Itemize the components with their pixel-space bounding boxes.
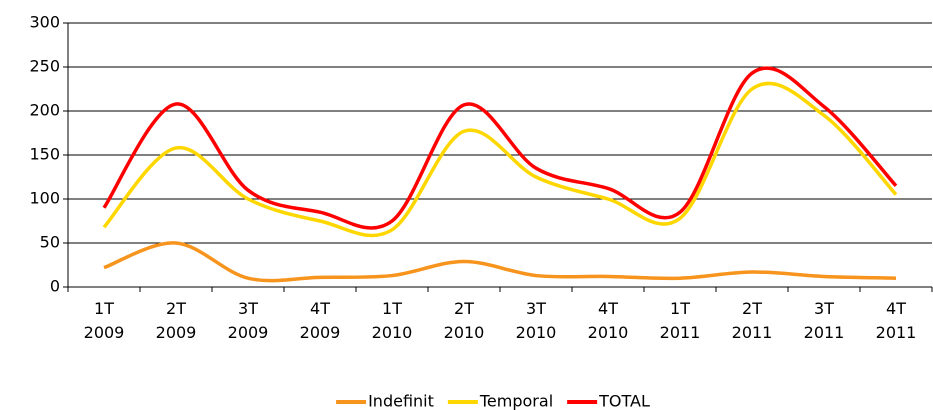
x-tick-label: 1T 2010 [372, 299, 413, 342]
x-tick-label: 3T 2010 [516, 299, 557, 342]
x-tick-label: 1T 2011 [660, 299, 701, 342]
legend-label: Indefinit [368, 392, 434, 410]
x-tick-label: 2T 2010 [444, 299, 485, 342]
x-tick-label: 1T 2009 [84, 299, 125, 342]
y-tick-label: 250 [29, 57, 60, 76]
x-tick-label: 4T 2011 [876, 299, 917, 342]
line-series [103, 241, 897, 283]
y-tick-label: 50 [40, 233, 60, 252]
y-tick-label: 100 [29, 189, 60, 208]
legend: Indefinit Temporal TOTAL [336, 392, 650, 410]
x-tick-label: 3T 2011 [804, 299, 845, 342]
legend-label: Temporal [479, 392, 553, 410]
y-tick-label: 300 [29, 13, 60, 32]
x-tick-label: 4T 2010 [588, 299, 629, 342]
y-tick-label: 150 [29, 145, 60, 164]
x-tick-label: 2T 2009 [156, 299, 197, 342]
line-series [102, 66, 898, 230]
x-tick-label: 3T 2009 [228, 299, 269, 342]
legend-label: TOTAL [598, 392, 650, 410]
line-series [102, 81, 898, 238]
x-tick-label: 4T 2009 [300, 299, 341, 342]
x-tick-label: 2T 2011 [732, 299, 773, 342]
y-tick-label: 0 [50, 277, 60, 296]
y-tick-label: 200 [29, 101, 60, 120]
